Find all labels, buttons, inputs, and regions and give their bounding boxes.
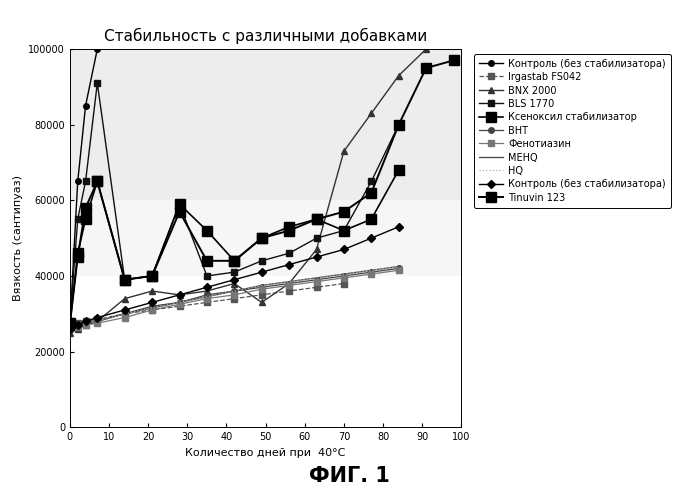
Bar [70,49,461,200]
Legend: Контроль (без стабилизатора), Irgastab FS042, BNX 2000, BLS 1770, Ксеноксил стаб: Контроль (без стабилизатора), Irgastab F… [474,54,670,208]
Y-axis label: Вязкость (сантипуаз): Вязкость (сантипуаз) [13,175,23,301]
Bar [70,200,461,276]
Title: Стабильность с различными добавками: Стабильность с различными добавками [104,27,427,44]
Text: ФИГ. 1: ФИГ. 1 [309,466,390,486]
X-axis label: Количество дней при  40°C: Количество дней при 40°C [185,448,346,458]
